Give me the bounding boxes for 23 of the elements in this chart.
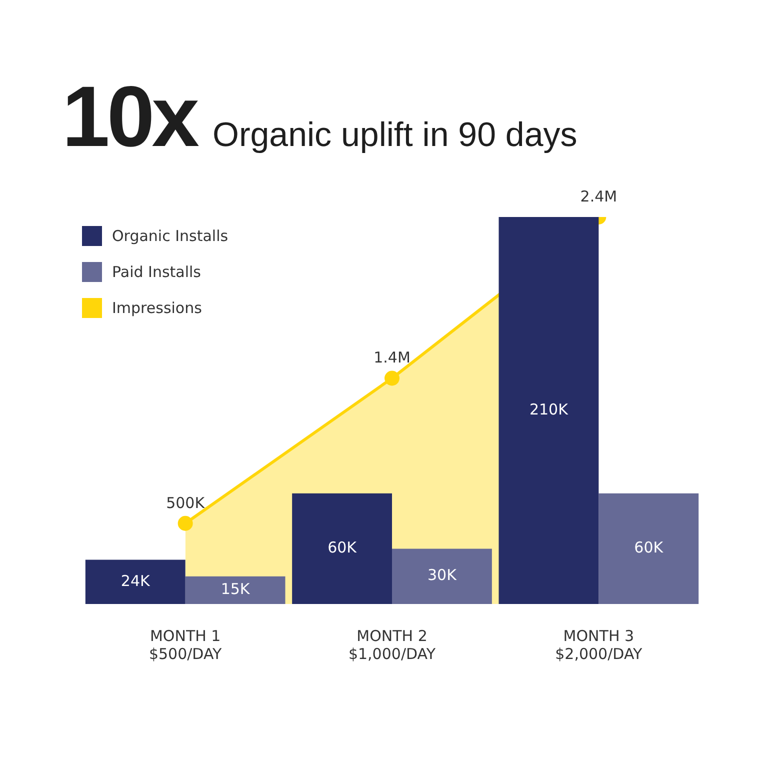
x-tick-label: MONTH 3 $2,000/DAY <box>555 626 644 663</box>
bar <box>598 493 699 604</box>
chart-title: 10x <box>62 69 196 165</box>
bar <box>392 548 492 604</box>
chart-subtitle: Organic uplift in 90 days <box>212 116 578 154</box>
bar <box>185 576 286 604</box>
data-label: 60K <box>634 538 664 557</box>
data-label: 60K <box>328 538 358 557</box>
bar <box>292 493 392 604</box>
x-tick-label: MONTH 1 $500/DAY <box>148 626 223 663</box>
data-label: 30K <box>427 566 458 584</box>
x-tick-label: MONTH 2 $1,000/DAY <box>348 626 436 663</box>
data-label: 2.4M <box>580 187 618 206</box>
data-label: 1.4M <box>374 348 410 367</box>
data-label: 15K <box>220 580 251 598</box>
data-label: 500K <box>166 494 206 512</box>
legend-label: Paid Installs <box>112 263 201 281</box>
legend-label: Organic Installs <box>112 227 228 245</box>
data-label: 210K <box>529 400 570 418</box>
bar <box>85 560 186 604</box>
bar <box>498 217 599 604</box>
data-label: 24K <box>120 572 151 590</box>
legend-label: Impressions <box>112 299 202 317</box>
